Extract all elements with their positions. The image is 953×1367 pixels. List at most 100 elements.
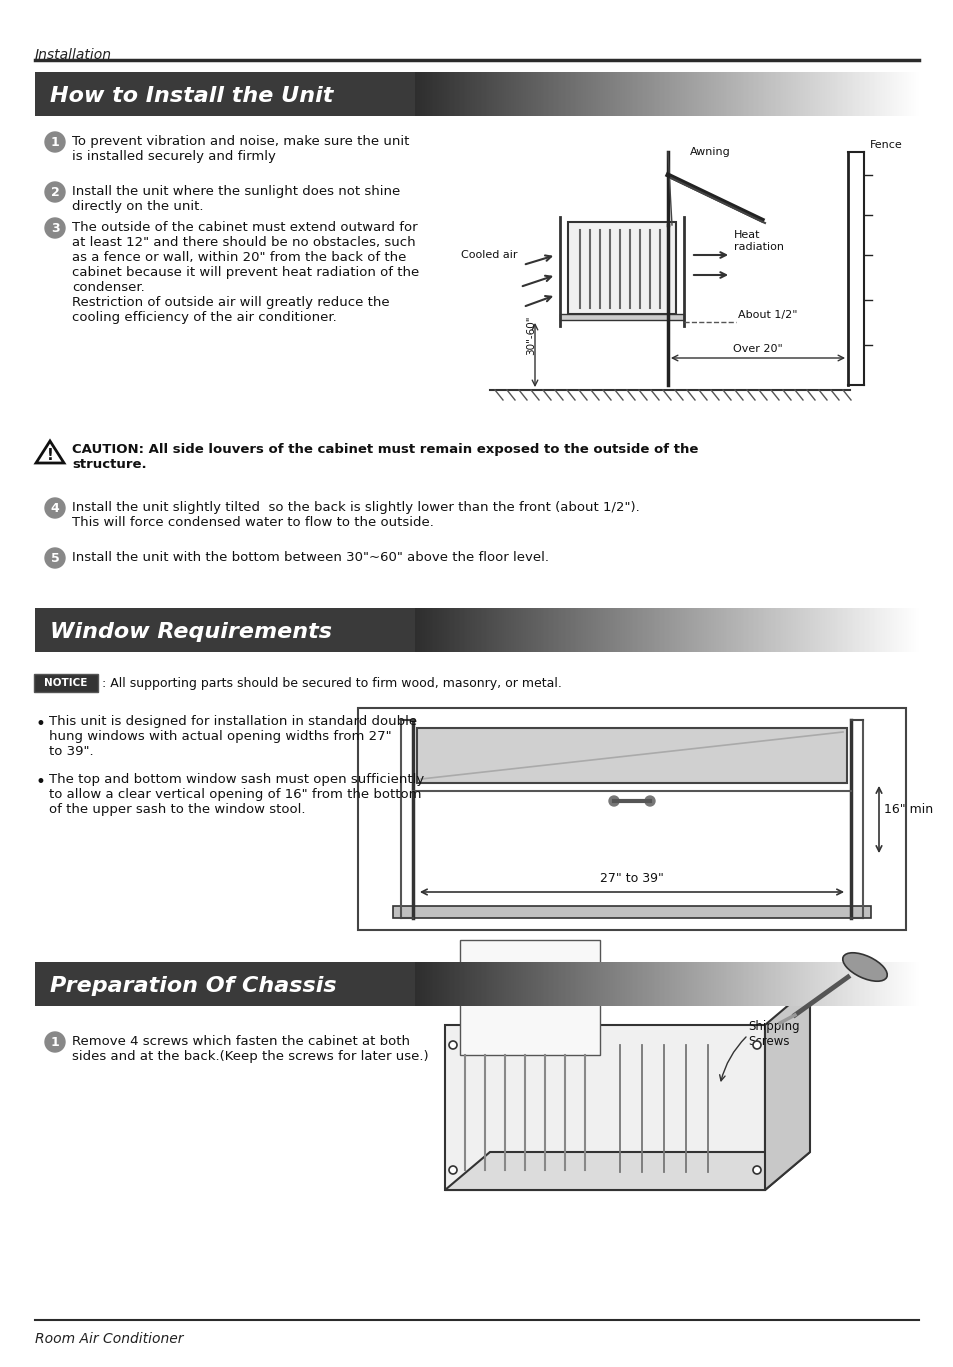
Bar bbox=[735, 608, 738, 652]
Bar bbox=[759, 72, 760, 116]
Bar bbox=[847, 962, 850, 1006]
Bar bbox=[600, 962, 603, 1006]
Bar bbox=[685, 72, 687, 116]
Bar bbox=[833, 608, 835, 652]
Bar bbox=[864, 72, 866, 116]
Bar bbox=[618, 608, 619, 652]
Bar bbox=[807, 608, 809, 652]
Bar bbox=[805, 962, 808, 1006]
Bar bbox=[734, 962, 736, 1006]
Bar bbox=[452, 72, 454, 116]
Bar bbox=[454, 608, 456, 652]
Bar bbox=[824, 962, 826, 1006]
Bar bbox=[516, 608, 517, 652]
Text: 27" to 39": 27" to 39" bbox=[599, 872, 663, 884]
Bar bbox=[838, 962, 840, 1006]
Bar bbox=[494, 608, 496, 652]
Bar bbox=[705, 608, 707, 652]
Bar bbox=[542, 962, 544, 1006]
Bar bbox=[576, 608, 578, 652]
Bar bbox=[635, 72, 637, 116]
Bar bbox=[481, 608, 484, 652]
Bar bbox=[517, 608, 519, 652]
Bar bbox=[796, 608, 798, 652]
Bar bbox=[917, 72, 919, 116]
Circle shape bbox=[608, 796, 618, 807]
Bar bbox=[459, 940, 599, 1055]
Bar bbox=[532, 72, 535, 116]
Bar bbox=[415, 962, 416, 1006]
Bar bbox=[596, 72, 598, 116]
Bar bbox=[663, 962, 665, 1006]
Bar bbox=[455, 72, 457, 116]
Bar bbox=[435, 608, 436, 652]
Bar bbox=[783, 72, 786, 116]
Bar bbox=[523, 72, 526, 116]
Bar bbox=[854, 962, 857, 1006]
Bar bbox=[794, 72, 796, 116]
Bar bbox=[536, 962, 537, 1006]
Bar bbox=[520, 962, 522, 1006]
Bar bbox=[752, 608, 754, 652]
Bar bbox=[638, 72, 640, 116]
Bar bbox=[690, 608, 692, 652]
Bar bbox=[745, 962, 747, 1006]
Bar bbox=[593, 962, 595, 1006]
Bar bbox=[681, 962, 683, 1006]
Bar bbox=[802, 72, 804, 116]
Bar bbox=[678, 608, 680, 652]
Bar bbox=[616, 608, 618, 652]
Bar bbox=[705, 72, 707, 116]
Bar bbox=[525, 962, 528, 1006]
Bar bbox=[574, 72, 577, 116]
Bar bbox=[500, 72, 502, 116]
Bar bbox=[650, 72, 652, 116]
Bar bbox=[812, 962, 815, 1006]
Bar bbox=[423, 608, 425, 652]
Bar bbox=[664, 608, 667, 652]
Bar bbox=[739, 962, 740, 1006]
Bar bbox=[750, 608, 752, 652]
Bar bbox=[796, 72, 798, 116]
Bar bbox=[754, 608, 756, 652]
Bar bbox=[556, 72, 558, 116]
Bar bbox=[651, 608, 654, 652]
Bar bbox=[510, 962, 513, 1006]
Circle shape bbox=[45, 133, 65, 152]
Bar bbox=[827, 962, 830, 1006]
Bar bbox=[445, 72, 447, 116]
Bar bbox=[554, 608, 556, 652]
Bar bbox=[816, 608, 818, 652]
Bar bbox=[777, 608, 780, 652]
Bar bbox=[448, 72, 451, 116]
Bar bbox=[841, 962, 843, 1006]
Bar bbox=[481, 72, 484, 116]
Bar bbox=[522, 72, 524, 116]
Bar bbox=[490, 72, 493, 116]
Bar bbox=[443, 72, 445, 116]
Bar bbox=[735, 72, 738, 116]
Bar bbox=[465, 608, 467, 652]
Bar bbox=[886, 962, 888, 1006]
Bar bbox=[794, 608, 796, 652]
Bar bbox=[580, 962, 583, 1006]
Bar bbox=[699, 72, 700, 116]
Text: The top and bottom window sash must open sufficiently
to allow a clear vertical : The top and bottom window sash must open… bbox=[49, 772, 424, 816]
Bar bbox=[416, 608, 418, 652]
Bar bbox=[801, 72, 802, 116]
Bar bbox=[661, 608, 663, 652]
Bar bbox=[755, 962, 758, 1006]
Bar bbox=[913, 72, 915, 116]
Bar bbox=[416, 72, 418, 116]
Bar bbox=[425, 608, 427, 652]
Bar bbox=[600, 72, 603, 116]
Bar bbox=[889, 72, 892, 116]
Bar bbox=[712, 72, 714, 116]
Bar bbox=[643, 72, 645, 116]
Bar bbox=[514, 962, 516, 1006]
Bar bbox=[576, 72, 578, 116]
Bar bbox=[475, 962, 477, 1006]
Bar bbox=[804, 608, 806, 652]
Bar bbox=[838, 608, 840, 652]
Bar bbox=[747, 962, 749, 1006]
